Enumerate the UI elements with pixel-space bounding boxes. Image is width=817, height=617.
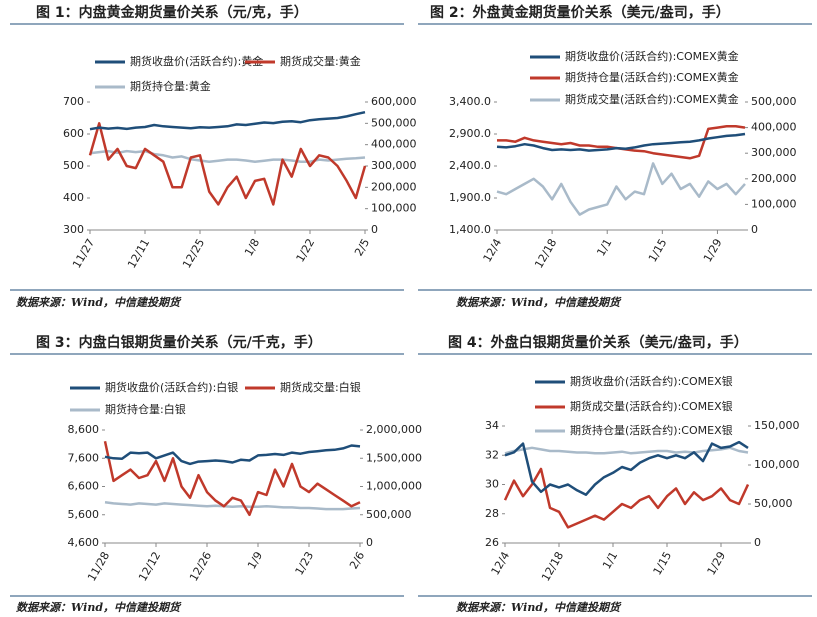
series-line — [88, 122, 367, 206]
legend-label: 期货成交量:白银 — [280, 380, 361, 394]
x-tick-label: 11/28 — [85, 550, 112, 584]
x-tick-label: 12/12 — [136, 550, 163, 584]
y2-tick-label: 1,000,000 — [366, 480, 422, 493]
y-tick-label: 28 — [485, 507, 499, 520]
legend-label: 期货持仓量:黄金 — [130, 79, 211, 93]
legend-label: 期货收盘价(活跃合约):白银 — [105, 380, 238, 394]
y2-tick-label: 300,000 — [371, 159, 417, 172]
y2-tick-label: 500,000 — [751, 95, 797, 108]
y2-tick-label: 500,000 — [371, 116, 417, 129]
y-tick-label: 30 — [485, 478, 499, 491]
y2-tick-label: 0 — [371, 223, 378, 236]
series-line — [496, 162, 746, 216]
legend-label: 期货持仓量(活跃合约):COMEX黄金 — [565, 70, 739, 84]
y2-tick-label: 0 — [751, 223, 758, 236]
y-tick-label: 300 — [63, 223, 84, 236]
series-line — [89, 149, 366, 163]
source-note: 数据来源：Wind，中信建投期货 — [456, 296, 622, 309]
y2-tick-label: 100,000 — [751, 197, 797, 210]
legend-label: 期货持仓量:白银 — [105, 402, 186, 416]
x-tick-label: 1/23 — [293, 550, 317, 578]
legend-label: 期货成交量:黄金 — [280, 54, 361, 68]
x-tick-label: 12/18 — [532, 237, 559, 271]
y-tick-label: 600 — [63, 127, 84, 140]
x-tick-label: 1/29 — [701, 237, 725, 265]
y2-tick-label: 50,000 — [754, 497, 793, 510]
chart-title: 图 2：外盘黄金期货量价关系（美元/盎司，手） — [430, 4, 730, 21]
source-note: 数据来源：Wind，中信建投期货 — [16, 601, 182, 614]
y2-tick-label: 300,000 — [751, 146, 797, 159]
y2-tick-label: 400,000 — [371, 138, 417, 151]
y-tick-label: 26 — [485, 536, 499, 549]
x-tick-label: 1/1 — [600, 550, 620, 572]
y-tick-label: 2,900.0 — [449, 127, 491, 140]
y2-tick-label: 400,000 — [751, 121, 797, 134]
series-line — [504, 440, 749, 496]
y2-tick-label: 1,500,000 — [366, 451, 422, 464]
series-line — [497, 125, 746, 160]
y2-tick-label: 0 — [754, 536, 761, 549]
series-line — [503, 467, 750, 529]
y-tick-label: 400 — [63, 191, 84, 204]
y-tick-label: 8,600 — [68, 423, 100, 436]
chart-title: 图 1：内盘黄金期货量价关系（元/克，手） — [36, 4, 308, 21]
y-tick-label: 700 — [63, 95, 84, 108]
legend-label: 期货收盘价(活跃合约):黄金 — [130, 54, 263, 68]
y2-tick-label: 200,000 — [751, 172, 797, 185]
legend-label: 期货收盘价(活跃合约):COMEX黄金 — [565, 49, 739, 63]
source-note: 数据来源：Wind，中信建投期货 — [16, 296, 182, 309]
x-tick-label: 1/8 — [242, 236, 262, 258]
series-line — [504, 446, 749, 455]
y-tick-label: 1,900.0 — [449, 191, 491, 204]
x-tick-label: 11/27 — [70, 237, 97, 271]
source-note: 数据来源：Wind，中信建投期货 — [456, 601, 622, 614]
y2-tick-label: 500,000 — [366, 508, 412, 521]
y-tick-label: 1,400.0 — [449, 223, 491, 236]
y-tick-label: 34 — [485, 419, 499, 432]
y2-tick-label: 0 — [366, 536, 373, 549]
y-tick-label: 5,600 — [68, 508, 100, 521]
x-tick-label: 12/4 — [481, 237, 505, 265]
y2-tick-label: 2,000,000 — [366, 423, 422, 436]
y2-tick-label: 150,000 — [754, 419, 800, 432]
series-line — [103, 441, 361, 517]
y-tick-label: 6,600 — [68, 480, 100, 493]
x-tick-label: 1/15 — [651, 550, 675, 578]
chart-title: 图 4：外盘白银期货量价关系（美元/盎司，手） — [448, 334, 748, 351]
x-tick-label: 2/5 — [352, 236, 372, 258]
y-tick-label: 32 — [485, 448, 499, 461]
x-tick-label: 12/26 — [187, 550, 214, 584]
series-line — [89, 110, 366, 131]
x-tick-label: 2/6 — [347, 549, 367, 571]
x-tick-label: 12/18 — [539, 550, 566, 584]
x-tick-label: 12/4 — [489, 550, 513, 578]
y2-tick-label: 100,000 — [371, 202, 417, 215]
y2-tick-label: 600,000 — [371, 95, 417, 108]
x-tick-label: 1/9 — [245, 549, 265, 571]
legend-label: 期货成交量(活跃合约):COMEX黄金 — [565, 92, 739, 106]
y-tick-label: 500 — [63, 159, 84, 172]
series-line — [496, 132, 746, 152]
legend-label: 期货成交量(活跃合约):COMEX银 — [570, 399, 733, 413]
chart-title: 图 3：内盘白银期货量价关系（元/千克，手） — [36, 334, 322, 351]
y2-tick-label: 200,000 — [371, 180, 417, 193]
x-tick-label: 12/25 — [180, 237, 207, 271]
x-tick-label: 12/11 — [125, 237, 152, 271]
y-tick-label: 7,600 — [68, 451, 100, 464]
legend-label: 期货收盘价(活跃合约):COMEX银 — [570, 374, 733, 388]
y-tick-label: 3,400.0 — [449, 95, 491, 108]
series-line — [104, 444, 361, 466]
x-tick-label: 1/15 — [646, 237, 670, 265]
y2-tick-label: 100,000 — [754, 458, 800, 471]
series-line — [104, 501, 361, 511]
y-tick-label: 4,600 — [68, 536, 100, 549]
x-tick-label: 1/22 — [294, 237, 318, 265]
y-tick-label: 2,400.0 — [449, 159, 491, 172]
legend-label: 期货持仓量(活跃合约):COMEX银 — [570, 423, 733, 437]
x-tick-label: 1/29 — [705, 550, 729, 578]
x-tick-label: 1/1 — [594, 237, 614, 259]
